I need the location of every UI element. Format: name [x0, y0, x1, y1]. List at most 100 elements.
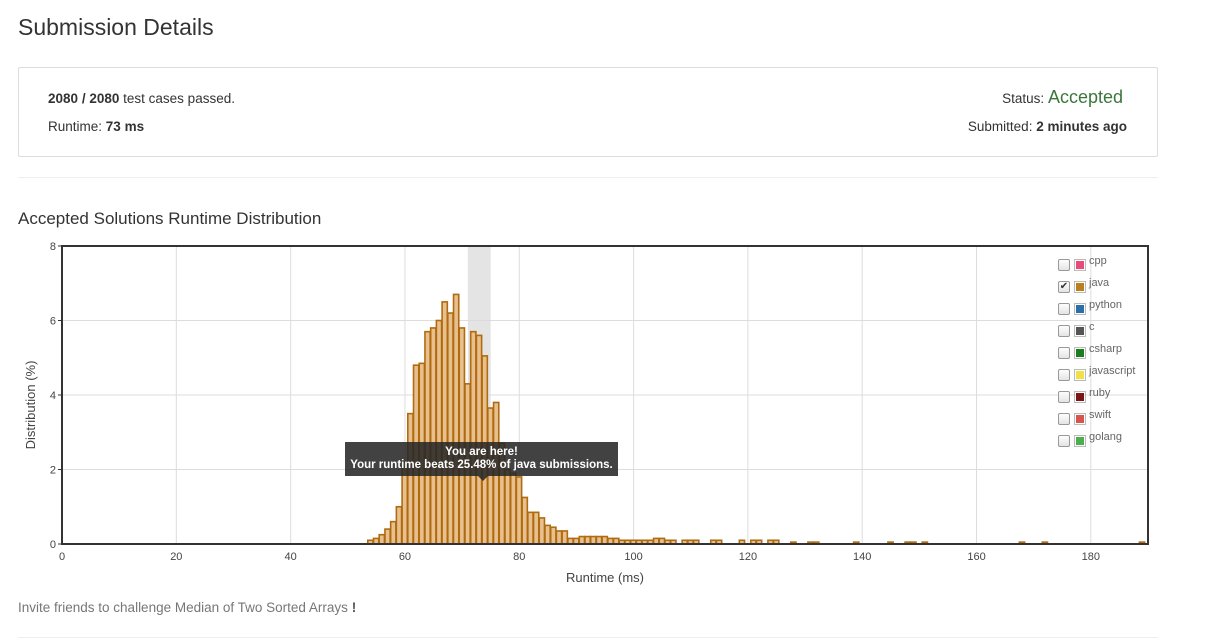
legend-label: ruby	[1089, 387, 1111, 399]
runtime-label: Runtime:	[48, 119, 103, 134]
runtime-bar	[549, 526, 557, 545]
runtime-value: 73 ms	[105, 119, 145, 134]
x-tick-label: 100	[624, 551, 642, 563]
runtime-bar	[452, 293, 460, 545]
tooltip-arrow	[478, 476, 488, 481]
runtime-bar	[475, 334, 483, 545]
legend-label: swift	[1089, 409, 1111, 421]
tooltip-line-1: You are here!	[445, 446, 518, 458]
legend-item-cpp[interactable]: cpp	[1058, 254, 1148, 276]
x-tick-label: 120	[739, 551, 757, 563]
x-tick-label: 20	[170, 551, 182, 563]
runtime-bar	[447, 312, 454, 545]
x-tick-label: 0	[59, 551, 65, 563]
plot-frame	[61, 245, 1149, 545]
x-axis-title: Runtime (ms)	[566, 570, 644, 585]
runtime-bar	[521, 496, 529, 545]
legend-checkbox[interactable]: ✔	[1058, 281, 1070, 293]
runtime-bar	[601, 535, 609, 545]
legend-item-python[interactable]: python	[1058, 298, 1148, 320]
chart-grid	[62, 245, 1148, 544]
status-row: Status: Accepted	[1002, 87, 1123, 108]
submitted-row: Submitted: 2 minutes ago	[968, 119, 1127, 134]
legend-label: c	[1089, 321, 1095, 333]
legend-checkbox[interactable]	[1058, 325, 1070, 337]
x-tick-label: 80	[513, 551, 525, 563]
runtime-bar	[435, 319, 443, 545]
passed-count: 2080	[48, 91, 79, 106]
runtime-bar	[487, 407, 494, 545]
runtime-bar	[509, 472, 517, 545]
submission-summary-panel: 2080 / 2080 test cases passed. Runtime: …	[18, 67, 1158, 157]
runtime-tooltip: You are here! Your runtime beats 25.48% …	[345, 442, 618, 476]
runtime-bar	[555, 530, 563, 545]
legend-checkbox[interactable]	[1058, 347, 1070, 359]
y-tick-label: 8	[50, 241, 56, 253]
legend-checkbox[interactable]	[1058, 259, 1070, 271]
legend-label: javascript	[1089, 365, 1136, 377]
x-tick-label: 40	[285, 551, 297, 563]
runtime-bar	[561, 530, 569, 545]
runtime-bar	[532, 511, 540, 545]
y-axis-title: Distribution (%)	[23, 361, 38, 450]
legend-swatch	[1074, 435, 1086, 447]
legend-checkbox[interactable]	[1058, 413, 1070, 425]
status-value: Accepted	[1047, 87, 1123, 107]
runtime-row: Runtime: 73 ms	[48, 119, 144, 134]
runtime-bar	[515, 476, 523, 545]
legend-item-csharp[interactable]: csharp	[1058, 342, 1148, 364]
runtime-bar	[504, 468, 511, 545]
runtime-bar	[395, 505, 403, 545]
invite-text-label: Invite friends to challenge Median of Tw…	[18, 600, 348, 615]
y-tick-label: 4	[50, 390, 56, 402]
runtime-bar	[544, 524, 551, 545]
legend-item-swift[interactable]: swift	[1058, 408, 1148, 430]
legend-item-java[interactable]: ✔ java	[1058, 276, 1148, 298]
y-tick-label: 2	[50, 465, 56, 477]
total-count: 2080	[89, 91, 120, 106]
legend-swatch	[1074, 347, 1086, 359]
legend-label: golang	[1089, 431, 1123, 443]
y-tick-label: 6	[50, 316, 56, 328]
chart-legend: cpp ✔ java python c csharp javascript ruby swift…	[1058, 254, 1148, 452]
page-title: Submission Details	[18, 14, 214, 40]
legend-item-ruby[interactable]: ruby	[1058, 386, 1148, 408]
divider	[18, 177, 1158, 178]
legend-label: python	[1089, 299, 1123, 311]
runtime-bar	[384, 528, 391, 545]
legend-item-golang[interactable]: golang	[1058, 430, 1148, 452]
tooltip-line-2: Your runtime beats 25.48% of java submis…	[350, 459, 613, 471]
x-tick-label: 180	[1082, 551, 1100, 563]
legend-checkbox[interactable]	[1058, 391, 1070, 403]
legend-label: csharp	[1089, 343, 1123, 355]
invite-text: Invite friends to challenge Median of Tw…	[18, 600, 356, 615]
runtime-bar	[584, 535, 592, 545]
legend-checkbox[interactable]	[1058, 303, 1070, 315]
runtime-distribution-chart: 0 20 40 60 80 100 120 140 160 180 0 2 4 6 8 Runtime (m…	[23, 241, 1149, 585]
submitted-label: Submitted:	[967, 119, 1033, 134]
legend-item-javascript[interactable]: javascript	[1058, 364, 1148, 386]
divider	[18, 637, 1158, 638]
runtime-bar	[389, 520, 397, 545]
legend-checkbox[interactable]	[1058, 369, 1070, 381]
legend-item-c[interactable]: c	[1058, 320, 1148, 342]
invite-bang: !	[351, 600, 357, 615]
legend-swatch	[1074, 281, 1086, 293]
runtime-bar	[578, 535, 586, 545]
legend-checkbox[interactable]	[1058, 435, 1070, 447]
legend-swatch	[1074, 259, 1086, 271]
runtime-bar	[441, 301, 449, 545]
runtime-bar	[527, 511, 534, 545]
test-cases-row: 2080 / 2080 test cases passed.	[48, 91, 235, 106]
status-label: Status:	[1002, 91, 1045, 106]
runtime-bar	[458, 327, 466, 545]
runtime-bar	[429, 327, 437, 545]
chart-bars	[366, 293, 1146, 545]
x-tick-label: 160	[967, 551, 985, 563]
runtime-bar	[407, 412, 414, 545]
runtime-bar	[378, 533, 386, 545]
x-tick-label: 140	[853, 551, 871, 563]
runtime-bar	[469, 330, 477, 545]
legend-label: java	[1089, 277, 1110, 289]
submitted-value: 2 minutes ago	[1036, 119, 1127, 134]
